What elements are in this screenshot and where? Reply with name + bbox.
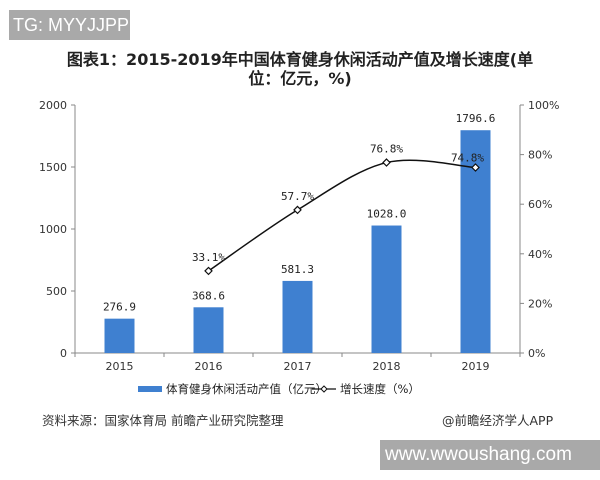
legend-bar-swatch [138, 386, 162, 392]
growth-label: 76.8% [370, 143, 403, 156]
bar-label: 276.9 [103, 301, 136, 314]
legend-line-marker [320, 385, 328, 393]
watermark-bottom: www.wwoushang.com [380, 440, 600, 470]
x-tick-label: 2015 [106, 360, 134, 373]
bar [104, 318, 135, 353]
growth-marker [382, 158, 391, 167]
right-tick-label: 20% [528, 297, 552, 310]
right-tick-label: 100% [528, 99, 559, 112]
left-tick-label: 500 [46, 285, 67, 298]
x-tick-label: 2018 [373, 360, 401, 373]
right-tick-label: 0% [528, 347, 545, 360]
growth-label: 57.7% [281, 190, 314, 203]
left-tick-label: 0 [60, 347, 67, 360]
source-note: 资料来源：国家体育局 前瞻产业研究院整理 [42, 413, 284, 428]
bar-label: 368.6 [192, 289, 225, 302]
bar-label: 581.3 [281, 263, 314, 276]
growth-marker [293, 205, 302, 215]
growth-marker [471, 163, 480, 172]
right-tick-label: 60% [528, 198, 552, 211]
watermark-top: TG: MYYJJPP [9, 10, 130, 40]
x-tick-label: 2019 [462, 360, 490, 373]
right-tick-label: 40% [528, 248, 552, 261]
bar-label: 1028.0 [367, 208, 407, 221]
bar [282, 280, 313, 353]
left-tick-label: 1500 [39, 161, 67, 174]
growth-label: 74.8% [451, 151, 484, 164]
x-tick-label: 2017 [284, 360, 312, 373]
legend-bar-label: 体育健身休闲活动产值（亿元） [166, 382, 327, 396]
chart-title: 图表1：2015-2019年中国体育健身休闲活动产值及增长速度(单位：亿元，%) [66, 50, 534, 88]
bar-label: 1796.6 [456, 112, 496, 125]
credit-note: @前瞻经济学人APP [442, 413, 554, 428]
growth-label: 33.1% [192, 251, 225, 264]
x-tick-label: 2016 [195, 360, 223, 373]
bar [371, 225, 402, 353]
bar [193, 307, 224, 353]
growth-line [208, 159, 476, 272]
legend-line-label: 增长速度（%） [340, 382, 420, 396]
growth-marker [204, 266, 213, 276]
left-tick-label: 1000 [39, 223, 67, 236]
right-tick-label: 80% [528, 149, 552, 162]
left-tick-label: 2000 [39, 99, 67, 112]
